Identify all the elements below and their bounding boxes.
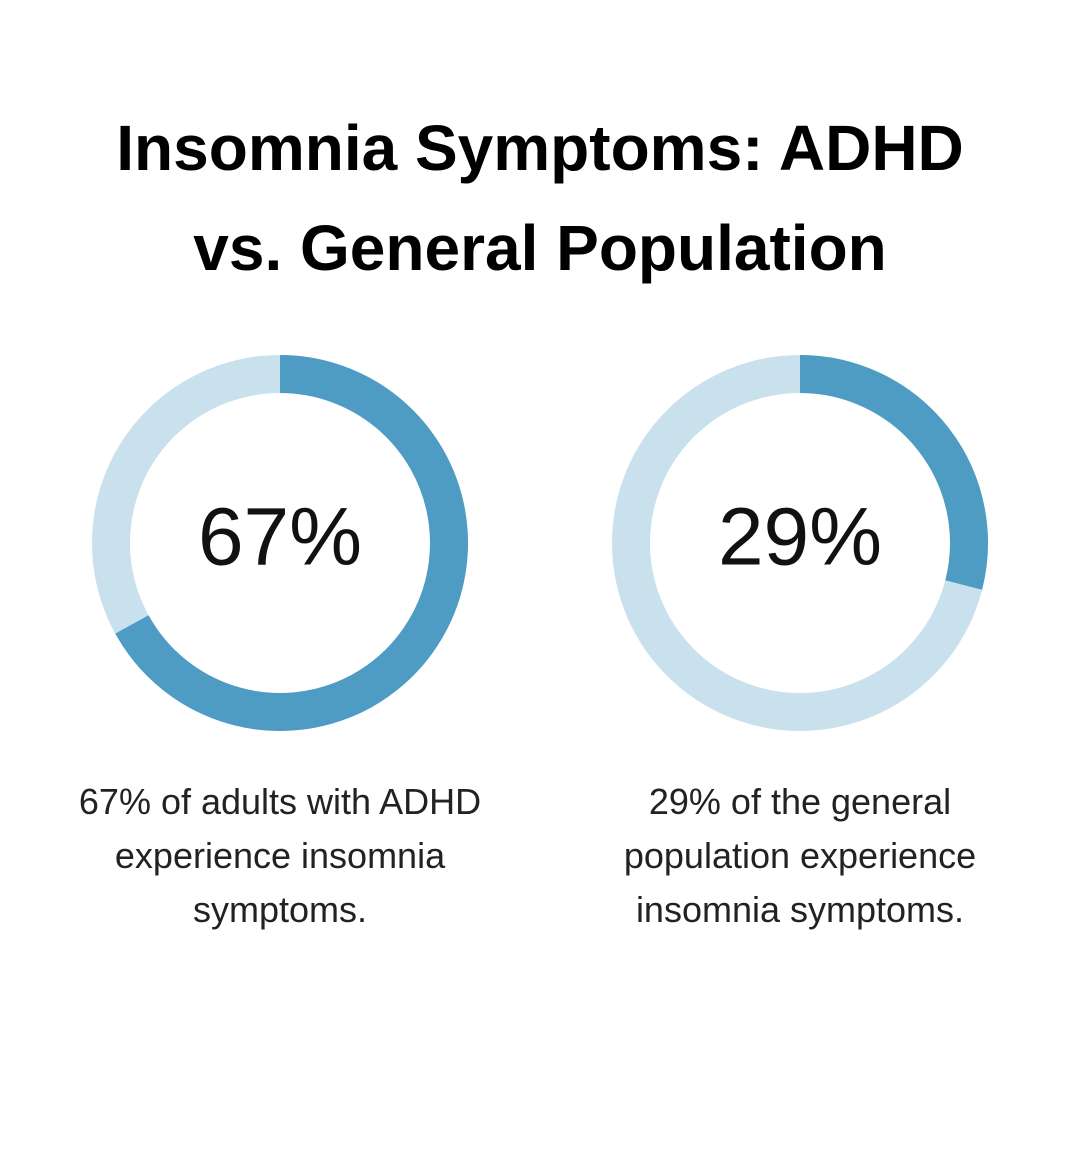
center-label: 67% [198,492,362,583]
caption: 67% of adults with ADHD experience insom… [78,781,482,930]
caption: 29% of the general population experience… [623,781,977,930]
donut-segment [799,355,988,590]
title: Insomnia Symptoms: ADHD vs. General Popu… [116,112,964,284]
donut-segment [115,355,468,731]
center-label: 29% [718,492,882,583]
